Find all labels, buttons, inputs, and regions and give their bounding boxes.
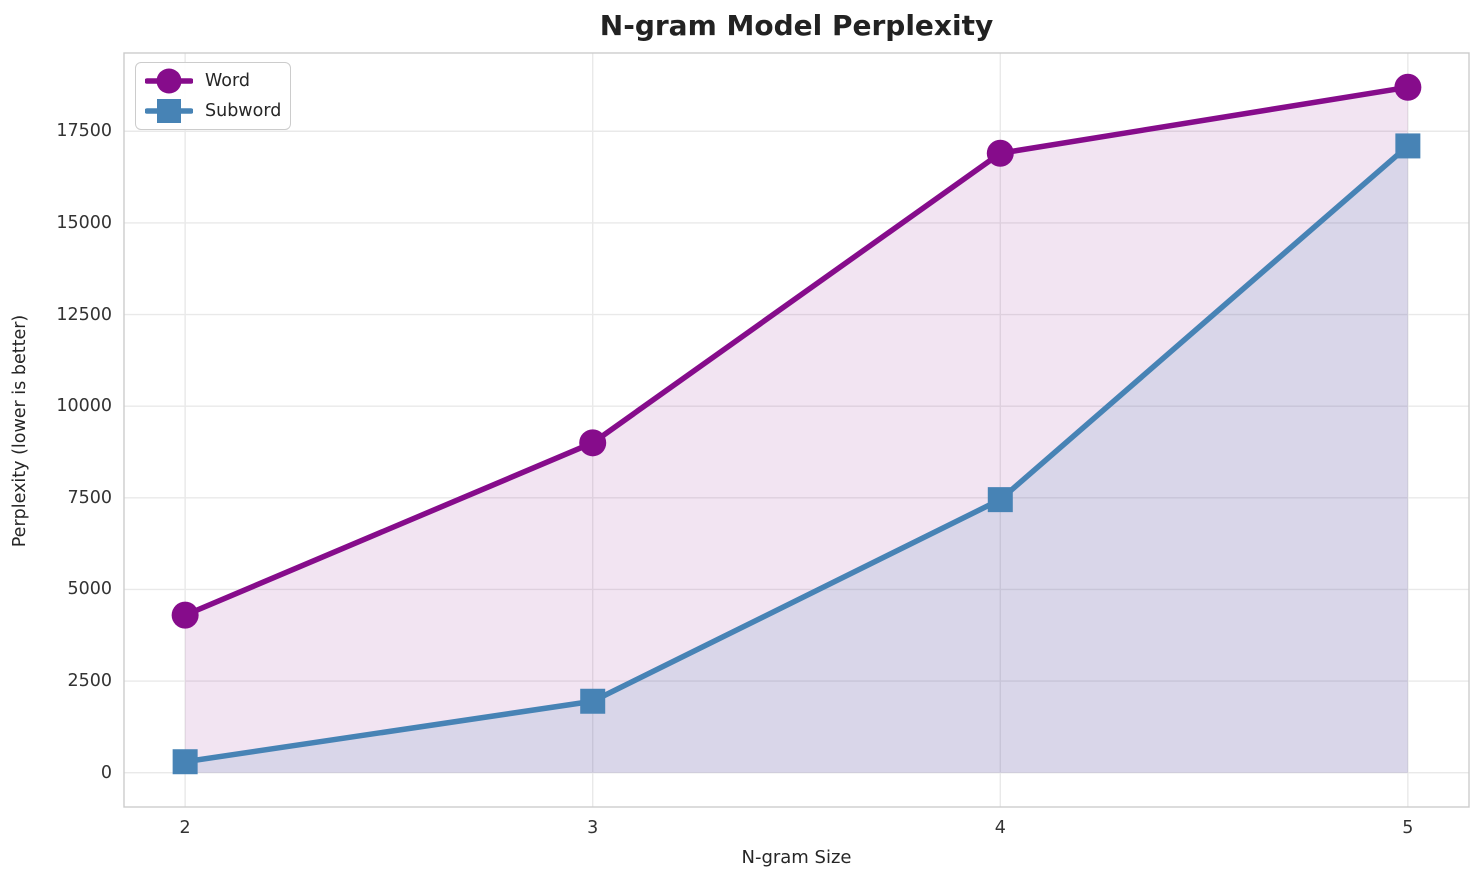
plot-border — [123, 52, 1470, 808]
area-fill-subword — [185, 145, 1408, 773]
legend-item-subword: Subword — [145, 96, 281, 126]
data-point-subword — [172, 749, 198, 775]
y-tick-label: 7500 — [67, 487, 112, 508]
x-tick-label: 5 — [1402, 818, 1414, 838]
series-line-subword — [182, 143, 1411, 765]
data-point-word — [986, 139, 1014, 167]
legend-label-subword: Subword — [205, 101, 282, 121]
y-tick-label: 0 — [100, 762, 112, 783]
series-line-word — [182, 84, 1411, 618]
y-tick-label: 12500 — [56, 304, 112, 325]
y-tick-label: 15000 — [56, 212, 112, 233]
data-point-word — [1394, 73, 1422, 101]
y-tick-label: 17500 — [56, 121, 112, 142]
y-tick-label: 5000 — [67, 579, 112, 600]
data-point-subword — [1395, 133, 1421, 159]
area-fill-word — [185, 87, 1408, 773]
data-point-word — [579, 429, 607, 457]
y-tick-label: 10000 — [56, 396, 112, 417]
x-tick-label: 3 — [587, 818, 599, 838]
subword-series-marker-icon — [145, 99, 193, 123]
data-point-subword — [580, 688, 606, 714]
legend-label-word: Word — [205, 71, 250, 91]
chart-title: N-gram Model Perplexity — [599, 9, 994, 42]
word-series-marker-icon — [145, 68, 193, 94]
data-point-word — [171, 601, 199, 629]
x-axis-label: N-gram Size — [741, 847, 852, 868]
x-tick-label: 4 — [994, 818, 1006, 838]
x-tick-label: 2 — [179, 818, 191, 838]
legend-item-word: Word — [145, 66, 281, 96]
legend: Word Subword — [135, 62, 292, 130]
y-axis-label: Perplexity (lower is better) — [10, 314, 30, 548]
y-tick-label: 2500 — [67, 671, 112, 692]
data-point-subword — [987, 487, 1013, 513]
